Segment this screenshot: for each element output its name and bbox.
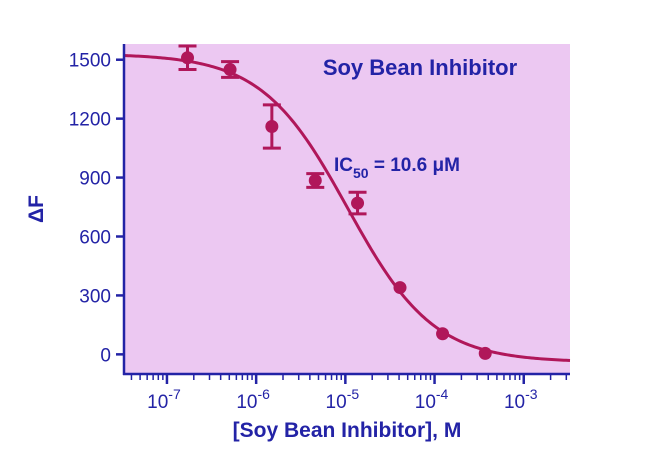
y-tick-label: 1200: [69, 110, 111, 131]
data-point-7: [436, 327, 450, 341]
ic50-subscript: 50: [353, 165, 369, 181]
y-tick-label: 1500: [69, 51, 111, 72]
x-tick-base: 10: [236, 392, 257, 413]
ic50-annotation: IC50 = 10.6 μM: [334, 155, 460, 181]
ic50-value: = 10.6 μM: [369, 155, 460, 176]
y-tick-label: 900: [79, 169, 111, 190]
x-tick-base: 10: [415, 392, 436, 413]
ic50-prefix: IC: [334, 155, 353, 176]
data-point-4: [308, 174, 322, 188]
x-tick-exponent: -5: [347, 386, 360, 402]
data-point-1: [181, 51, 195, 65]
y-tick-label: 600: [79, 228, 111, 249]
x-tick-label: 10-6: [236, 386, 270, 413]
data-point-5: [351, 196, 365, 210]
y-tick-label: 0: [100, 345, 111, 366]
x-tick-exponent: -6: [257, 386, 270, 402]
fit-curve: [123, 54, 571, 362]
x-tick-label: 10-5: [326, 386, 360, 413]
data-point-2: [223, 63, 237, 77]
x-tick-exponent: -4: [436, 386, 449, 402]
data-point-6: [393, 281, 407, 295]
data-point-8: [478, 346, 492, 360]
x-tick-base: 10: [147, 392, 168, 413]
x-tick-base: 10: [504, 392, 525, 413]
x-tick-label: 10-4: [415, 386, 449, 413]
chart-title: Soy Bean Inhibitor: [323, 55, 518, 80]
y-axis-title: ΔF: [25, 195, 48, 223]
x-tick-base: 10: [326, 392, 347, 413]
x-axis-title: [Soy Bean Inhibitor], M: [233, 419, 462, 442]
x-tick-label: 10-3: [504, 386, 538, 413]
x-tick-exponent: -7: [168, 386, 181, 402]
x-tick-label: 10-7: [147, 386, 181, 413]
y-tick-label: 300: [79, 286, 111, 307]
data-point-3: [265, 120, 279, 133]
x-tick-exponent: -3: [525, 386, 538, 402]
